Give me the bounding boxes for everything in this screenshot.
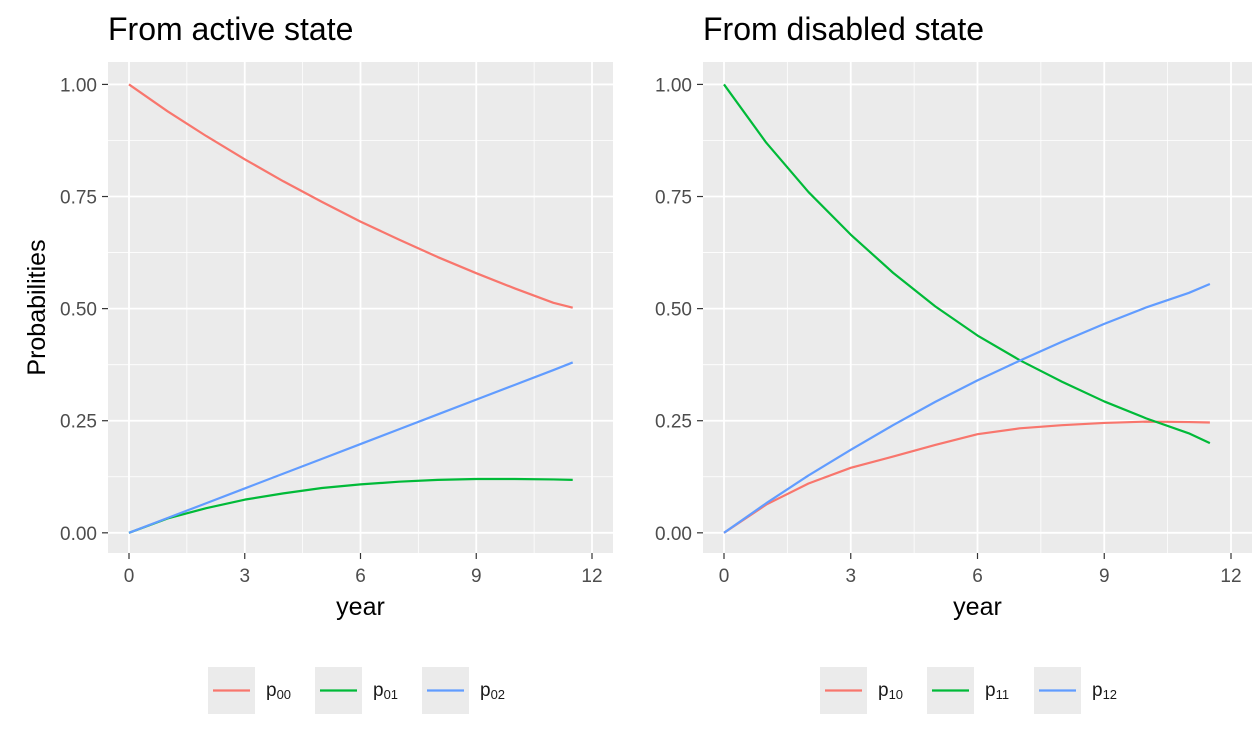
y-tick-label: 1.00 [655, 75, 692, 96]
legend-label-base: p [373, 680, 384, 701]
x-tick-label: 0 [719, 566, 730, 587]
legend-label: p00 [266, 680, 291, 702]
chart-title: From disabled state [703, 11, 984, 47]
legend-label-base: p [480, 680, 491, 701]
legend-label-subscript: 00 [277, 687, 291, 702]
y-tick-label: 0.00 [655, 524, 692, 545]
legend-label: p11 [985, 680, 1009, 702]
legend-item-p12: p12 [1034, 667, 1117, 714]
legend-label-subscript: 02 [491, 687, 505, 702]
legend-label-base: p [878, 680, 889, 701]
legend: p10 p11 p12 [820, 667, 1117, 714]
x-tick-label: 3 [239, 566, 250, 587]
series-line-p01 [128, 477, 573, 534]
legend-label: p12 [1092, 680, 1117, 702]
panel-1: 0 3 6 9 12 0.00 0.25 0.50 0.75 1.00 From active st… [23, 11, 613, 714]
x-axis-title: year [336, 593, 385, 621]
y-tick-label: 0.25 [655, 412, 692, 433]
y-tick-label: 0.25 [60, 412, 97, 433]
legend: p00 p01 p02 [208, 667, 505, 714]
panel-2: 0 3 6 9 12 0.00 0.25 0.50 0.75 1.00 From disabled … [655, 11, 1252, 714]
x-tick-label: 9 [1099, 566, 1110, 587]
legend-item-p10: p10 [820, 667, 903, 714]
series-line-p11 [723, 83, 1211, 445]
legend-label-subscript: 11 [996, 687, 1010, 702]
x-tick-label: 6 [355, 566, 366, 587]
legend-label-subscript: 01 [384, 687, 398, 702]
y-tick-label: 0.00 [60, 524, 97, 545]
legend-item-p02: p02 [422, 667, 505, 714]
series-line-p00 [128, 83, 573, 309]
x-tick-label: 3 [845, 566, 856, 587]
legend-label: p01 [373, 680, 398, 702]
legend-label: p10 [878, 680, 903, 702]
y-axis-title: Probabilities [23, 239, 51, 375]
series-line-p02 [128, 361, 574, 534]
legend-label-subscript: 12 [1103, 687, 1117, 702]
y-tick-label: 1.00 [60, 75, 97, 96]
y-tick-label: 0.50 [655, 300, 692, 321]
legend-item-p00: p00 [208, 667, 291, 714]
legend-item-p11: p11 [927, 667, 1009, 714]
x-tick-label: 6 [972, 566, 983, 587]
y-tick-label: 0.75 [60, 188, 97, 209]
series-line-p12 [723, 282, 1211, 534]
legend-label-base: p [1092, 680, 1103, 701]
legend-label-subscript: 10 [889, 687, 903, 702]
legend-item-p01: p01 [315, 667, 398, 714]
y-tick-label: 0.75 [655, 188, 692, 209]
chart-title: From active state [108, 11, 353, 47]
x-tick-label: 12 [1220, 566, 1241, 587]
x-tick-label: 12 [581, 566, 602, 587]
x-tick-label: 9 [471, 566, 482, 587]
legend-label-base: p [985, 680, 996, 701]
x-tick-label: 0 [124, 566, 135, 587]
legend-label: p02 [480, 680, 505, 702]
x-axis-title: year [953, 593, 1002, 621]
legend-label-base: p [266, 680, 277, 701]
series-line-p10 [723, 420, 1210, 534]
y-tick-label: 0.50 [60, 300, 97, 321]
